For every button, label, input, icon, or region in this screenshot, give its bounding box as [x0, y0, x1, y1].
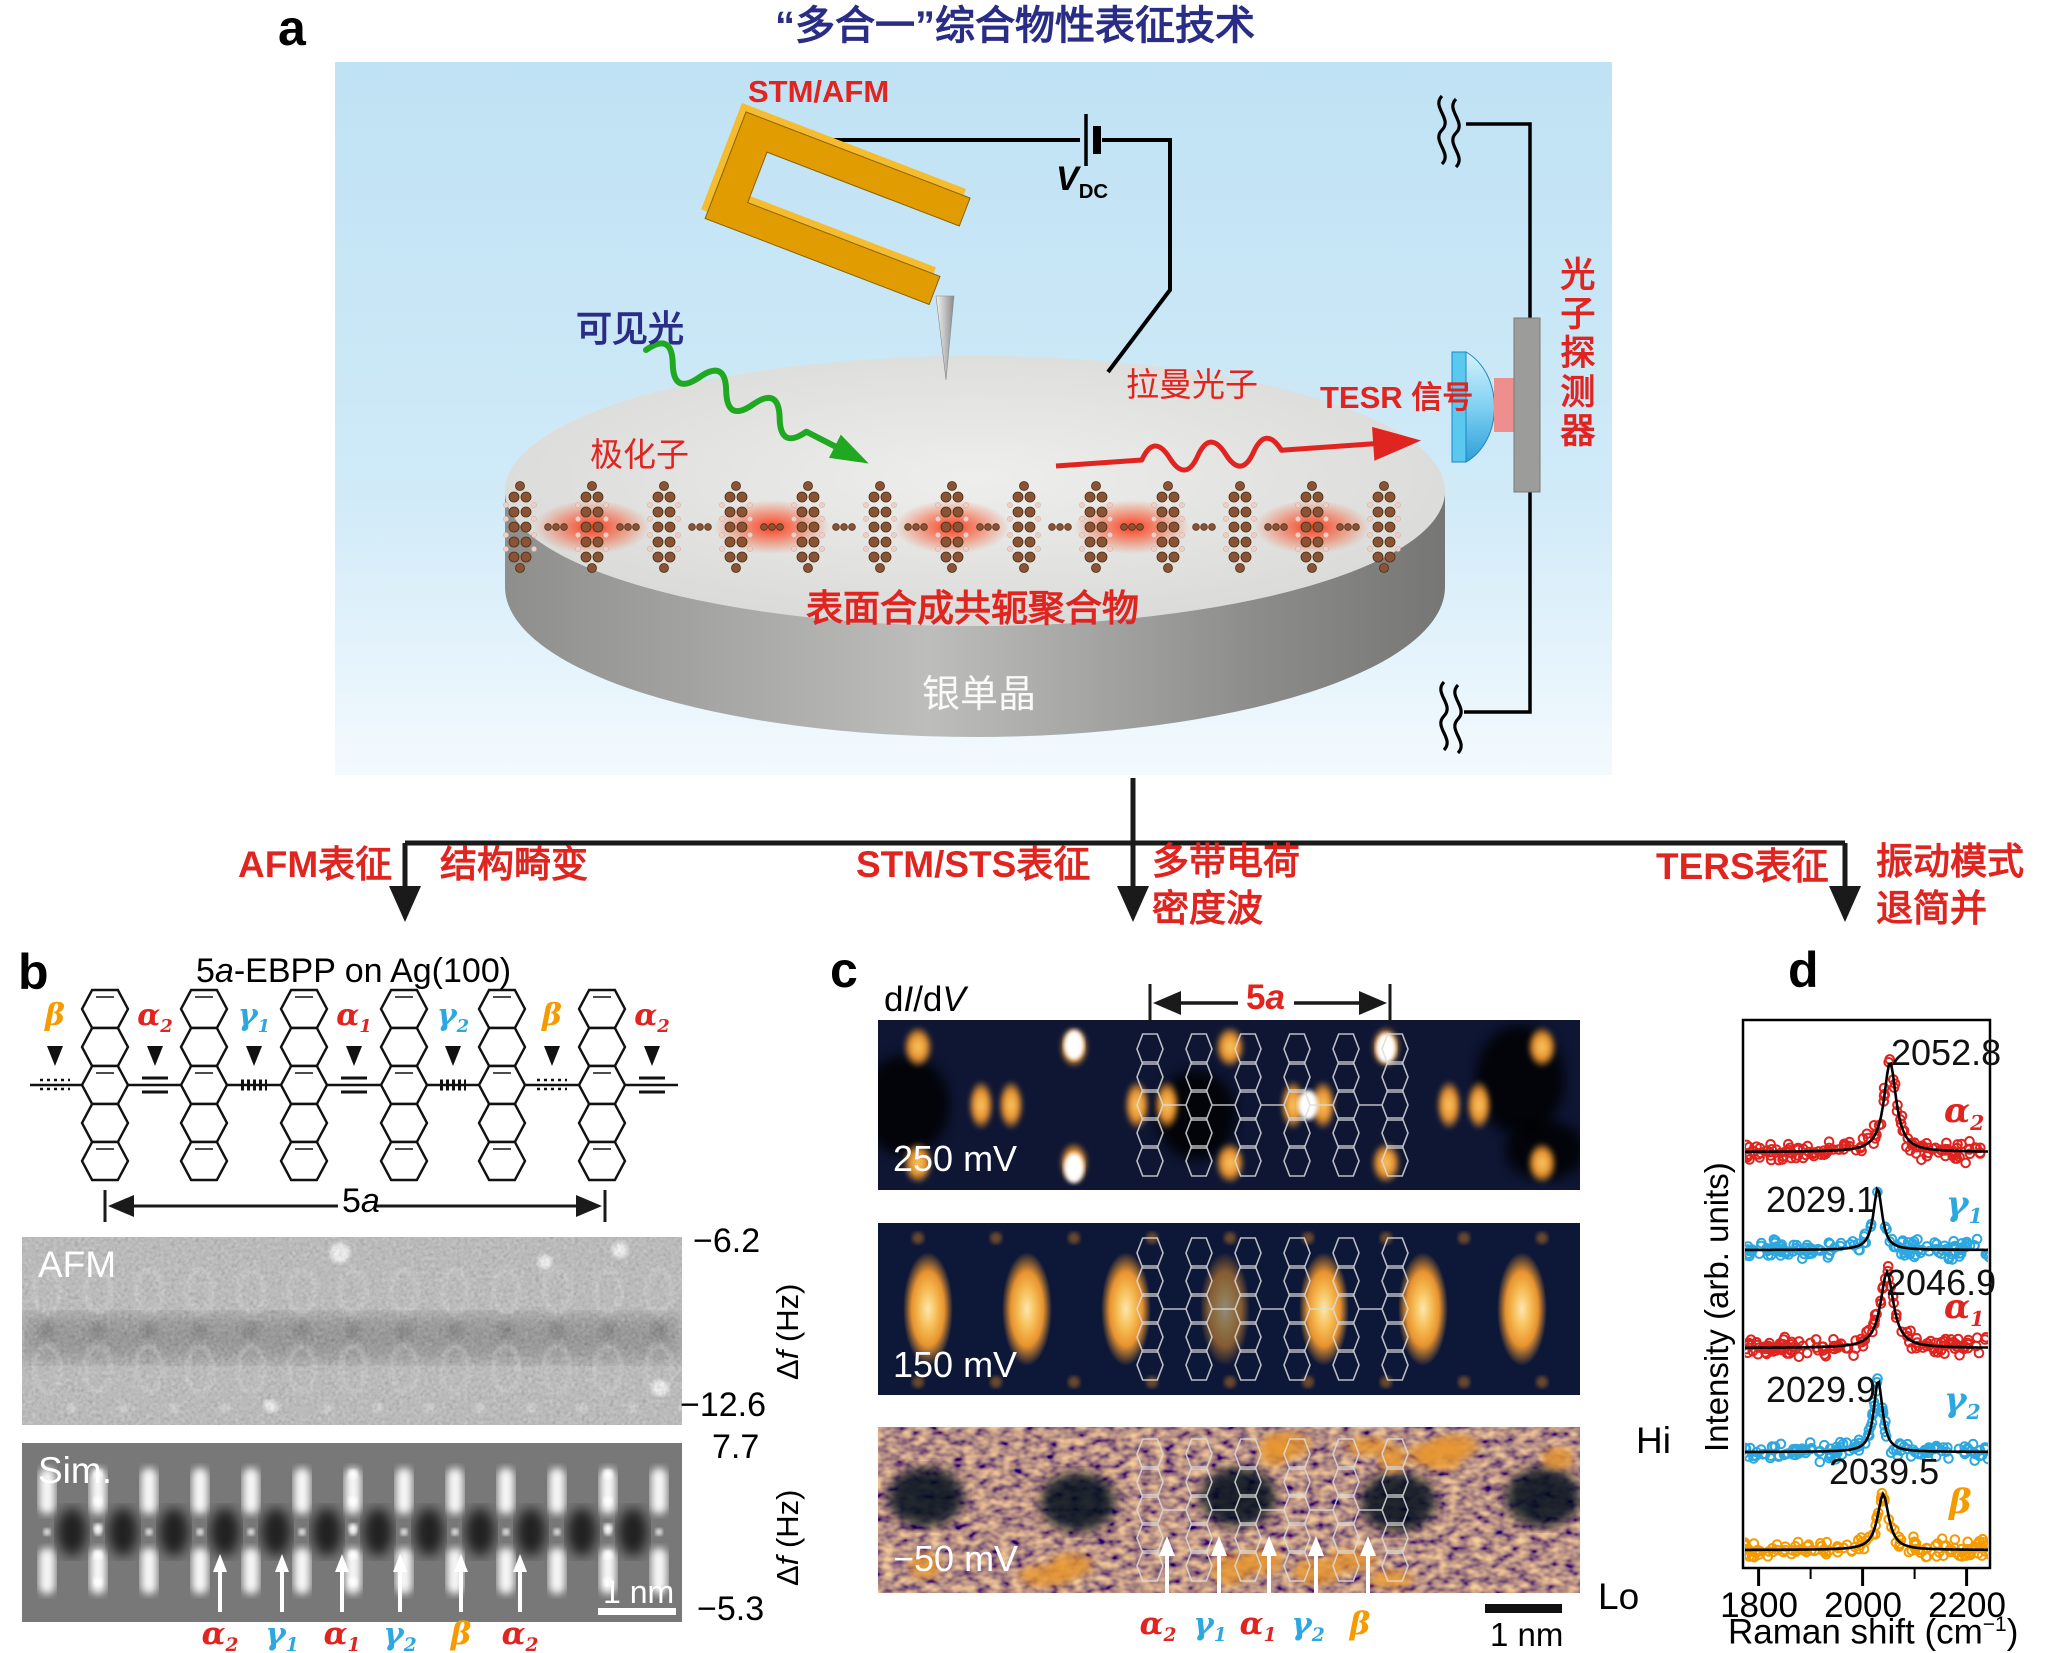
collection-lens [1451, 351, 1495, 463]
afm-simulated-image [22, 1443, 682, 1622]
site-arrows-didv [1159, 1536, 1376, 1596]
scalebar-didv [1485, 1604, 1562, 1613]
afm-experimental-image [22, 1237, 682, 1425]
scalebar-sim [598, 1608, 676, 1615]
unit-cell-span-arrow-c [1148, 984, 1392, 1022]
visible-light-arrow [643, 340, 869, 464]
didv-map-250mV [878, 1020, 1580, 1190]
bias-circuit-wire [828, 114, 1172, 374]
unit-cell-span-arrow-b [103, 1190, 607, 1222]
stm-tip [935, 295, 955, 381]
photon-detector-bar [1513, 317, 1541, 493]
raman-frame [1741, 1018, 1992, 1570]
panel-b-structure [30, 988, 678, 1222]
branch-arrows [389, 778, 1861, 922]
polymer-chain-graphic [503, 481, 1401, 573]
panel-a-scene [335, 62, 1612, 775]
molecule-overlays [1136, 1033, 1409, 1582]
raman-photon-arrow [1055, 426, 1422, 473]
tuning-fork-sensor [701, 102, 971, 381]
site-arrows-sim [213, 1554, 527, 1612]
raman-axis-ticks [1757, 1568, 1969, 1586]
raman-plot [1741, 1018, 1992, 1586]
